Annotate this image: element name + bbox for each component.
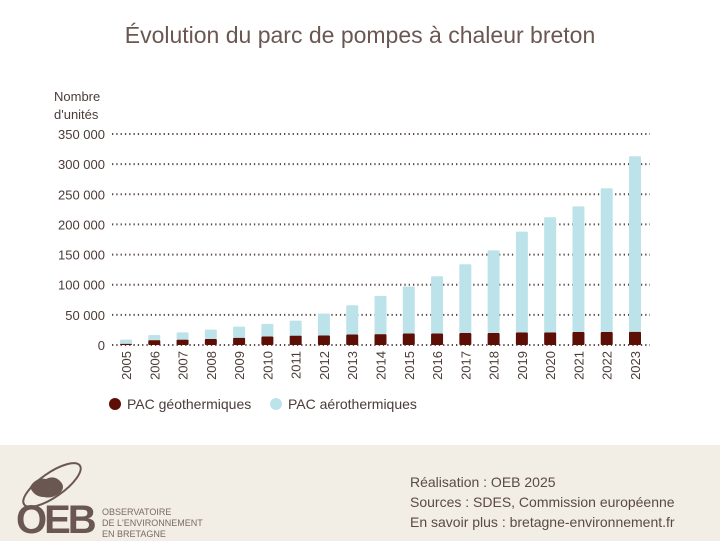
y-tick-label: 350 000 xyxy=(58,127,105,142)
x-tick-label: 2010 xyxy=(260,351,275,380)
bar-geothermal xyxy=(176,339,189,345)
bar-aerothermal xyxy=(431,276,444,334)
bar-aerothermal xyxy=(459,264,472,333)
stacked-bar-chart: Nombre d'unités 0 50 000 100 000 150 000 200… xyxy=(54,89,650,412)
bar-geothermal xyxy=(233,337,246,345)
x-tick-label: 2022 xyxy=(600,351,615,380)
bar-geothermal xyxy=(487,332,500,345)
x-tick-label: 2007 xyxy=(176,351,191,380)
x-tick-label: 2018 xyxy=(487,351,502,380)
y-tick-label: 200 000 xyxy=(58,217,105,232)
bar-aerothermal xyxy=(572,206,585,333)
x-tick-label: 2009 xyxy=(232,351,247,380)
legend-label-aerothermal: PAC aérothermiques xyxy=(288,396,417,412)
y-tick-label: 250 000 xyxy=(58,187,105,202)
svg-text:OEB: OEB xyxy=(16,498,96,537)
bar-aerothermal xyxy=(289,320,302,336)
credit-realisation: Réalisation : OEB 2025 xyxy=(410,474,556,490)
bar-aerothermal xyxy=(374,295,387,335)
svg-text:DE L'ENVIRONNEMENT: DE L'ENVIRONNEMENT xyxy=(102,518,203,528)
svg-text:EN BRETAGNE: EN BRETAGNE xyxy=(102,529,166,537)
bar-geothermal xyxy=(148,340,161,345)
x-tick-label: 2019 xyxy=(515,351,530,380)
y-tick-label: 150 000 xyxy=(58,248,105,263)
x-tick-label: 2023 xyxy=(628,351,643,380)
chart-title: Évolution du parc de pompes à chaleur br… xyxy=(124,22,596,48)
bar-aerothermal xyxy=(176,332,189,340)
bar-geothermal xyxy=(544,332,557,345)
bar-aerothermal xyxy=(629,156,641,332)
bar-geothermal xyxy=(600,332,613,345)
bar-aerothermal xyxy=(544,217,557,333)
x-tick-label: 2021 xyxy=(571,351,586,380)
oeb-logo: OEB OBSERVATOIRE DE L'ENVIRONNEMENT EN B… xyxy=(16,462,203,537)
bar-geothermal xyxy=(629,331,641,345)
bar-geothermal xyxy=(317,335,330,345)
bar-aerothermal xyxy=(487,250,500,333)
x-tick-label: 2020 xyxy=(543,351,558,380)
bar-aerothermal xyxy=(317,313,330,336)
bar-geothermal xyxy=(346,334,359,345)
credit-sources: Sources : SDES, Commission européenne xyxy=(410,494,675,510)
x-tick-label: 2015 xyxy=(402,351,417,380)
y-axis-label-line1: Nombre xyxy=(54,89,100,104)
x-tick-label: 2005 xyxy=(119,351,134,380)
bar-geothermal xyxy=(515,332,528,345)
bar-geothermal xyxy=(204,338,217,345)
bar-aerothermal xyxy=(261,323,274,337)
legend-marker-geothermal xyxy=(109,398,121,410)
bar-geothermal xyxy=(289,335,302,345)
y-tick-label: 50 000 xyxy=(65,308,105,323)
legend-marker-aerothermal xyxy=(270,398,282,410)
credit-more-info: En savoir plus : bretagne-environnement.… xyxy=(410,514,675,530)
x-tick-label: 2008 xyxy=(204,351,219,380)
x-tick-label: 2012 xyxy=(317,351,332,380)
bar-geothermal xyxy=(431,333,444,345)
y-tick-label: 0 xyxy=(98,338,105,353)
bar-geothermal xyxy=(374,334,387,345)
bar-geothermal xyxy=(261,336,274,345)
footer: OEB OBSERVATOIRE DE L'ENVIRONNEMENT EN B… xyxy=(0,445,720,541)
bar-aerothermal xyxy=(148,335,161,341)
x-tick-label: 2014 xyxy=(374,351,389,380)
bar-aerothermal xyxy=(600,188,613,333)
bar-aerothermal xyxy=(233,326,246,338)
bar-aerothermal xyxy=(346,305,359,335)
bar-geothermal xyxy=(120,343,132,345)
x-tick-label: 2011 xyxy=(289,351,304,379)
bar-geothermal xyxy=(572,332,585,345)
y-tick-label: 100 000 xyxy=(58,278,105,293)
legend-label-geothermal: PAC géothermiques xyxy=(127,396,251,412)
y-axis-label-line2: d'unités xyxy=(54,107,99,122)
bar-aerothermal xyxy=(120,339,132,344)
svg-text:OBSERVATOIRE: OBSERVATOIRE xyxy=(102,507,171,517)
x-tick-label: 2013 xyxy=(345,351,360,380)
bar-geothermal xyxy=(402,333,415,345)
y-tick-label: 300 000 xyxy=(58,157,105,172)
bar-geothermal xyxy=(459,332,472,345)
x-tick-label: 2016 xyxy=(430,351,445,380)
x-tick-label: 2017 xyxy=(458,351,473,380)
x-tick-label: 2006 xyxy=(147,351,162,380)
bar-aerothermal xyxy=(515,231,528,333)
bar-aerothermal xyxy=(402,286,415,334)
bar-aerothermal xyxy=(204,329,217,339)
